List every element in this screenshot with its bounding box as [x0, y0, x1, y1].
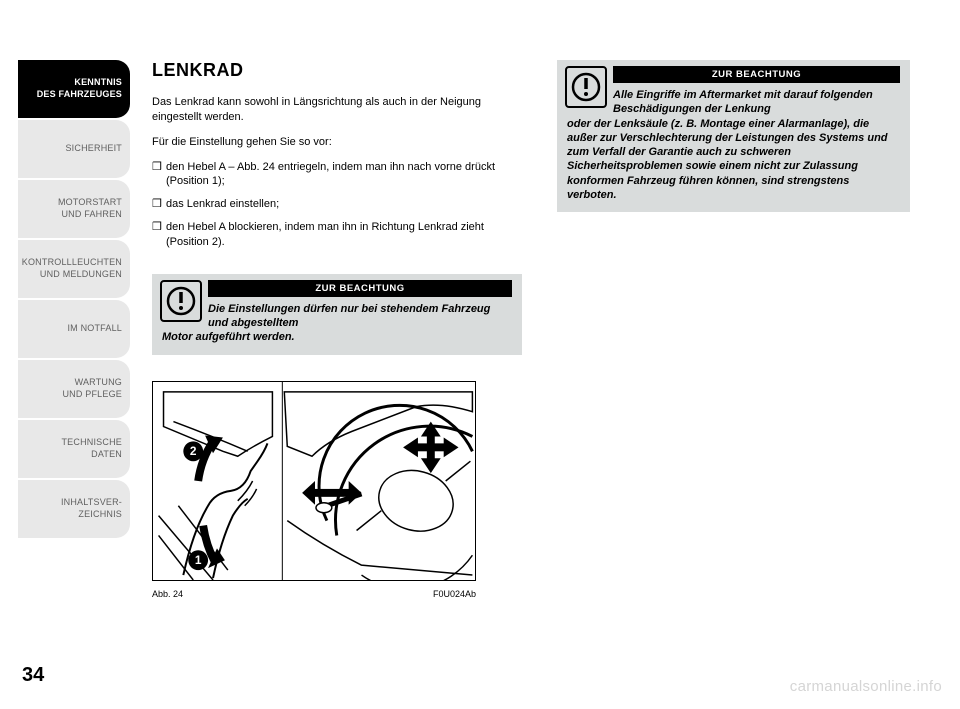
tab-label: UND PFLEGE — [62, 389, 122, 401]
tab-label: UND FAHREN — [61, 209, 122, 221]
tab-label: INHALTSVER- — [61, 497, 122, 509]
tab-label: ZEICHNIS — [78, 509, 122, 521]
bullet-text: den Hebel A – Abb. 24 entriegeln, indem … — [166, 160, 522, 190]
tab-label: UND MELDUNGEN — [40, 269, 122, 281]
tab-label: DES FAHRZEUGES — [37, 89, 122, 101]
warning-text: oder der Lenksäule (z. B. Montage einer … — [567, 117, 900, 203]
figure-caption: Abb. 24 F0U024Ab — [152, 589, 476, 599]
svg-text:2: 2 — [190, 444, 197, 458]
tab-notfall[interactable]: IM NOTFALL — [18, 300, 130, 358]
tab-label: KENNTNIS — [74, 77, 122, 89]
tab-technische[interactable]: TECHNISCHE DATEN — [18, 420, 130, 478]
warning-box: ZUR BEACHTUNG Alle Eingriffe im Aftermar… — [557, 60, 910, 212]
tab-label: DATEN — [91, 449, 122, 461]
warning-icon — [565, 66, 607, 108]
tab-kenntnis[interactable]: KENNTNIS DES FAHRZEUGES — [18, 60, 130, 118]
warning-text: Alle Eingriffe im Aftermarket mit darauf… — [567, 88, 900, 117]
page-number: 34 — [22, 664, 44, 687]
bullet-text: das Lenkrad einstellen; — [166, 197, 522, 212]
watermark: carmanualsonline.info — [790, 678, 942, 695]
tab-sicherheit[interactable]: SICHERHEIT — [18, 120, 130, 178]
figure-number: Abb. 24 — [152, 589, 183, 599]
tab-label: WARTUNG — [75, 377, 122, 389]
sidebar-tabs: KENNTNIS DES FAHRZEUGES SICHERHEIT MOTOR… — [0, 60, 130, 694]
column-right: ZUR BEACHTUNG Alle Eingriffe im Aftermar… — [557, 60, 910, 694]
tab-wartung[interactable]: WARTUNG UND PFLEGE — [18, 360, 130, 418]
tab-label: SICHERHEIT — [65, 143, 122, 155]
figure: 2 1 — [152, 381, 522, 599]
tab-inhalt[interactable]: INHALTSVER- ZEICHNIS — [18, 480, 130, 538]
tab-label: KONTROLLLEUCHTEN — [22, 257, 122, 269]
tab-label: IM NOTFALL — [67, 323, 122, 335]
bullet-item: ❒ den Hebel A blockieren, indem man ihn … — [152, 220, 522, 250]
warning-text: Motor aufgeführt werden. — [162, 330, 512, 344]
figure-illustration: 2 1 — [152, 381, 476, 581]
paragraph: Das Lenkrad kann sowohl in Längsrichtung… — [152, 95, 522, 125]
tab-motorstart[interactable]: MOTORSTART UND FAHREN — [18, 180, 130, 238]
bullet-marker: ❒ — [152, 160, 166, 190]
main-content: LENKRAD Das Lenkrad kann sowohl in Längs… — [130, 60, 960, 694]
warning-header: ZUR BEACHTUNG — [208, 280, 512, 297]
tab-label: MOTORSTART — [58, 197, 122, 209]
tab-label: TECHNISCHE — [61, 437, 122, 449]
bullet-marker: ❒ — [152, 220, 166, 250]
tab-kontrollleuchten[interactable]: KONTROLLLEUCHTEN UND MELDUNGEN — [18, 240, 130, 298]
warning-box: ZUR BEACHTUNG Die Einstellungen dürfen n… — [152, 274, 522, 355]
warning-text: Die Einstellungen dürfen nur bei stehend… — [162, 302, 512, 331]
paragraph: Für die Einstellung gehen Sie so vor: — [152, 135, 522, 150]
bullet-item: ❒ das Lenkrad einstellen; — [152, 197, 522, 212]
bullet-item: ❒ den Hebel A – Abb. 24 entriegeln, inde… — [152, 160, 522, 190]
bullet-marker: ❒ — [152, 197, 166, 212]
figure-code: F0U024Ab — [433, 589, 476, 599]
warning-header: ZUR BEACHTUNG — [613, 66, 900, 83]
page-title: LENKRAD — [152, 60, 522, 81]
warning-icon — [160, 280, 202, 322]
svg-text:1: 1 — [195, 553, 202, 567]
column-left: LENKRAD Das Lenkrad kann sowohl in Längs… — [152, 60, 522, 694]
bullet-text: den Hebel A blockieren, indem man ihn in… — [166, 220, 522, 250]
